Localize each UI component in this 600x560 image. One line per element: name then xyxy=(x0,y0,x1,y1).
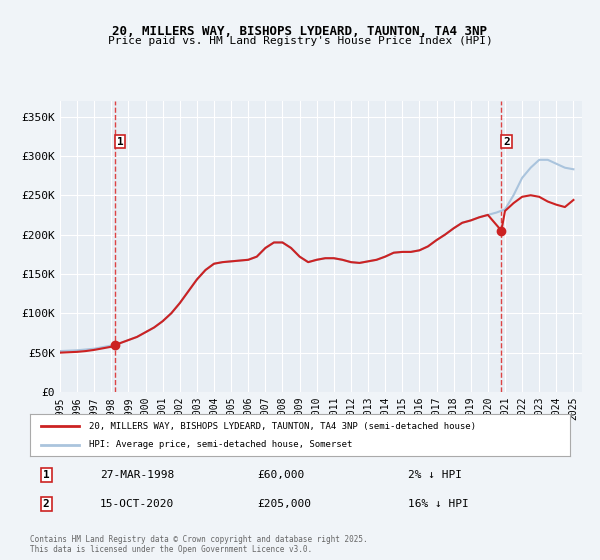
Text: 2: 2 xyxy=(43,499,50,509)
Text: 1: 1 xyxy=(117,137,124,147)
Text: £205,000: £205,000 xyxy=(257,499,311,509)
Text: Price paid vs. HM Land Registry's House Price Index (HPI): Price paid vs. HM Land Registry's House … xyxy=(107,36,493,46)
Text: £60,000: £60,000 xyxy=(257,470,304,480)
Text: 27-MAR-1998: 27-MAR-1998 xyxy=(100,470,175,480)
Text: 16% ↓ HPI: 16% ↓ HPI xyxy=(408,499,469,509)
Text: 15-OCT-2020: 15-OCT-2020 xyxy=(100,499,175,509)
Text: 1: 1 xyxy=(43,470,50,480)
Text: 20, MILLERS WAY, BISHOPS LYDEARD, TAUNTON, TA4 3NP (semi-detached house): 20, MILLERS WAY, BISHOPS LYDEARD, TAUNTO… xyxy=(89,422,476,431)
Text: HPI: Average price, semi-detached house, Somerset: HPI: Average price, semi-detached house,… xyxy=(89,440,353,449)
Text: 2% ↓ HPI: 2% ↓ HPI xyxy=(408,470,462,480)
Text: Contains HM Land Registry data © Crown copyright and database right 2025.
This d: Contains HM Land Registry data © Crown c… xyxy=(30,535,368,554)
Text: 2: 2 xyxy=(503,137,510,147)
Text: 20, MILLERS WAY, BISHOPS LYDEARD, TAUNTON, TA4 3NP: 20, MILLERS WAY, BISHOPS LYDEARD, TAUNTO… xyxy=(113,25,487,38)
